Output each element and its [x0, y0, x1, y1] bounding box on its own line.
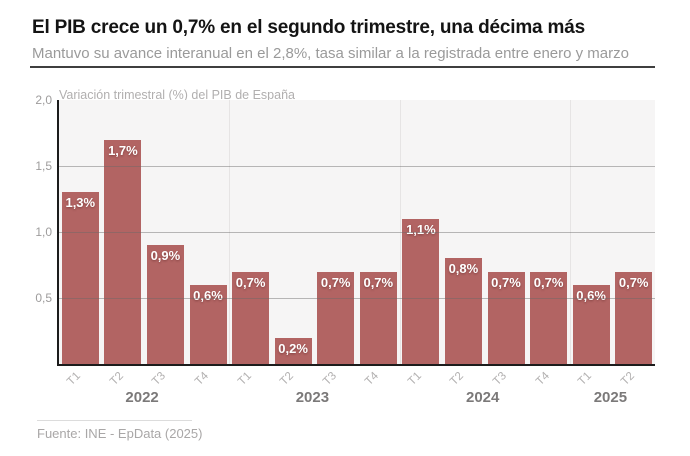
- x-axis-tick-label: T4: [363, 370, 382, 388]
- x-axis-tick-label: T1: [405, 370, 424, 388]
- bar-2024-T4: 0,7%: [530, 271, 568, 364]
- gridline: [59, 232, 655, 233]
- bar-value-label: 0,6%: [193, 287, 223, 303]
- gridline: [59, 298, 655, 299]
- bar-value-label: 0,2%: [278, 340, 308, 356]
- year-label-2023: 2023: [295, 389, 330, 406]
- y-axis-tick-label: 2,0: [35, 93, 52, 107]
- gridline: [59, 166, 655, 167]
- x-axis-tick-label: T1: [235, 370, 254, 388]
- source-note: Fuente: INE - EpData (2025): [37, 426, 203, 441]
- year-label-2024: 2024: [466, 389, 500, 406]
- header-divider: [30, 66, 655, 68]
- year-separator-gridline: [399, 100, 401, 364]
- bar-value-label: 0,7%: [235, 274, 266, 290]
- bar-value-label: 0,7%: [491, 274, 521, 290]
- x-axis-tick-label: T4: [533, 370, 552, 388]
- bar-2023-T4: 0,7%: [359, 271, 397, 364]
- bar-2022-T4: 0,6%: [189, 284, 227, 364]
- x-axis-tick-label: T3: [320, 370, 339, 388]
- year-separator-gridline: [229, 100, 231, 364]
- bar-value-label: 0,7%: [618, 274, 649, 290]
- footer-divider: [37, 420, 192, 421]
- page-subtitle: Mantuvo su avance interanual en el 2,8%,…: [32, 45, 629, 62]
- plot-area: 1,3% 1,7% 0,9% 0,6% 0,7% 0,2% 0,7% 0,7% 1,1% 0,8%…: [57, 100, 655, 366]
- y-axis-tick-label: 0,5: [35, 291, 52, 305]
- x-axis-tick-label: T1: [65, 370, 84, 388]
- x-axis-tick-label: T4: [193, 370, 211, 388]
- bar-value-label: 0,8%: [448, 261, 479, 277]
- bar-2023-T3: 0,7%: [317, 271, 355, 364]
- x-axis-tick-label: T2: [618, 370, 637, 388]
- bar-2025-T2: 0,7%: [615, 271, 653, 364]
- y-axis-tick-label: 1,0: [35, 225, 52, 239]
- bar-value-label: 0,7%: [320, 274, 351, 290]
- bar-2024-T1: 1,1%: [402, 218, 440, 364]
- bar-2023-T1: 0,7%: [232, 271, 270, 364]
- bar-value-label: 1,7%: [108, 142, 138, 158]
- year-label-2022: 2022: [125, 389, 159, 406]
- year-label-2025: 2025: [593, 389, 628, 406]
- x-axis-tick-label: T2: [278, 370, 297, 388]
- bar-2022-T2: 1,7%: [104, 139, 142, 364]
- bar-value-label: 0,9%: [150, 248, 181, 264]
- bar-value-label: 1,1%: [406, 221, 436, 237]
- x-axis-tick-label: T1: [576, 370, 595, 388]
- x-axis-tick-label: T2: [107, 370, 126, 388]
- bar-2022-T3: 0,9%: [146, 245, 184, 364]
- bar-value-label: 0,7%: [533, 274, 564, 290]
- bar-2023-T2: 0,2%: [274, 337, 312, 364]
- x-axis-tick-label: T3: [150, 370, 169, 388]
- y-axis-tick-label: 1,5: [35, 159, 52, 173]
- page-title: El PIB crece un 0,7% en el segundo trime…: [32, 17, 585, 38]
- bar-2025-T1: 0,6%: [572, 284, 610, 364]
- chart-title: Variación trimestral (%) del PIB de Espa…: [59, 88, 295, 102]
- year-separator-gridline: [569, 100, 571, 364]
- bar-value-label: 0,6%: [576, 287, 606, 303]
- bar-value-label: 1,3%: [65, 195, 96, 211]
- x-axis-tick-label: T3: [491, 370, 509, 388]
- x-axis-tick-label: T2: [448, 370, 467, 388]
- bar-2024-T2: 0,8%: [444, 258, 482, 364]
- bar-value-label: 0,7%: [363, 274, 394, 290]
- bar-2022-T1: 1,3%: [61, 192, 99, 364]
- bar-2024-T3: 0,7%: [487, 271, 525, 364]
